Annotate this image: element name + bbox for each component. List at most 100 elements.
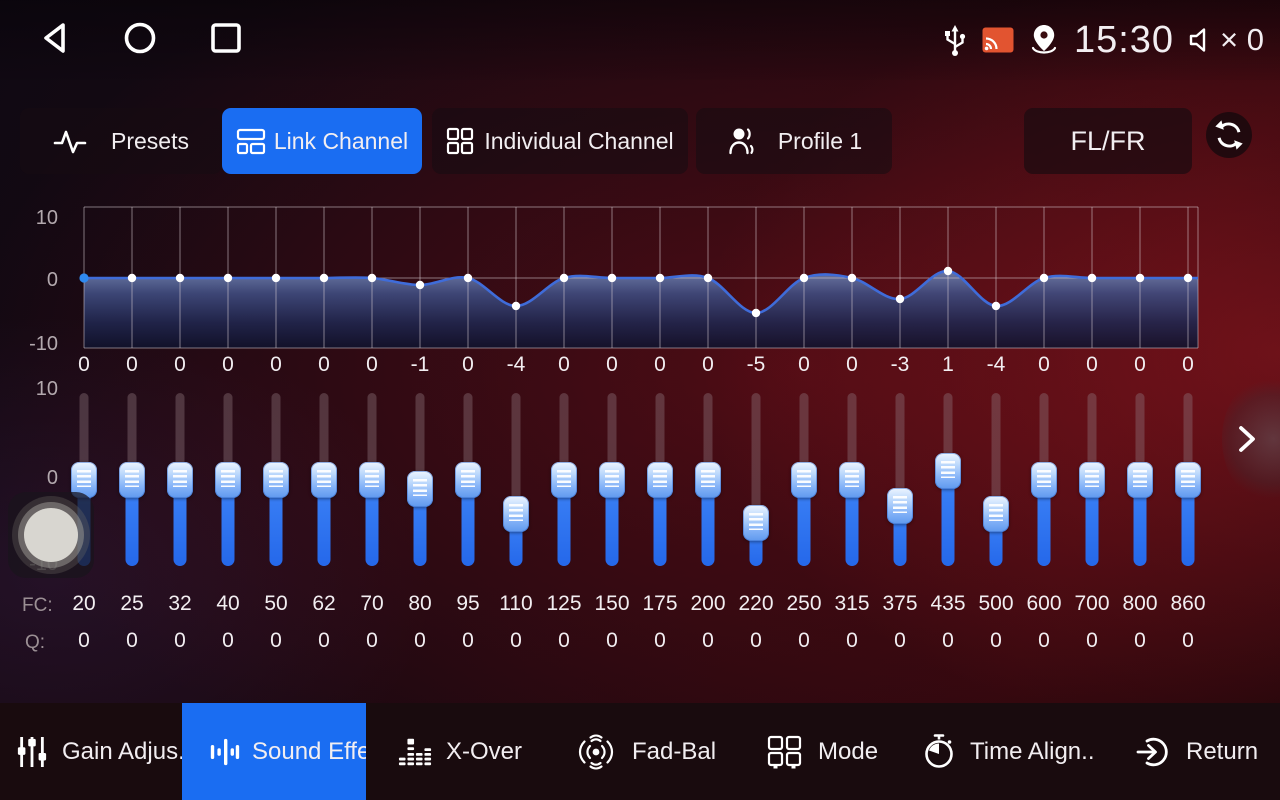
- tab-presets[interactable]: Presets: [20, 108, 222, 174]
- tab-link-channel[interactable]: Link Channel: [222, 108, 422, 174]
- eq-curve-point[interactable]: [1039, 273, 1049, 283]
- eq-band-slider[interactable]: [1068, 385, 1116, 585]
- slider-thumb[interactable]: [311, 462, 337, 498]
- gain-value: 0: [846, 353, 858, 376]
- slider-thumb[interactable]: [119, 462, 145, 498]
- eq-band-slider[interactable]: [252, 385, 300, 585]
- slider-thumb[interactable]: [599, 462, 625, 498]
- recents-icon[interactable]: [208, 20, 244, 56]
- eq-curve-point[interactable]: [1135, 273, 1145, 283]
- slider-thumb[interactable]: [887, 487, 913, 524]
- eq-curve-point[interactable]: [319, 273, 329, 283]
- slider-thumb[interactable]: [647, 462, 673, 498]
- channel-pair-button[interactable]: FL/FR: [1024, 108, 1192, 174]
- eq-band-slider[interactable]: [156, 385, 204, 585]
- eq-band-slider[interactable]: [972, 385, 1020, 585]
- nav-item-fad-bal[interactable]: Fad-Bal: [574, 703, 716, 800]
- eq-curve-point[interactable]: [559, 273, 569, 283]
- eq-curve-point[interactable]: [607, 273, 617, 283]
- nav-item-x-over[interactable]: X-Over: [398, 703, 522, 800]
- eq-curve-point[interactable]: [895, 294, 905, 304]
- eq-curve-point[interactable]: [799, 273, 809, 283]
- slider-thumb[interactable]: [263, 462, 289, 498]
- eq-band-slider[interactable]: [1020, 385, 1068, 585]
- eq-curve-point[interactable]: [511, 301, 521, 311]
- eq-band-slider[interactable]: [300, 385, 348, 585]
- eq-curve-graph[interactable]: [60, 200, 1220, 355]
- eq-band-slider[interactable]: [924, 385, 972, 585]
- pulse-icon: [53, 127, 87, 155]
- fc-values-row: 20 25 32 40 50 62 70 80 95 110 125 150 175 200 220 250 3…: [60, 592, 1212, 616]
- slider-axis-mid: 0: [46, 467, 58, 489]
- slider-thumb[interactable]: [167, 462, 193, 498]
- refresh-button[interactable]: [1206, 112, 1252, 158]
- slider-thumb[interactable]: [407, 470, 433, 507]
- slider-thumb[interactable]: [215, 462, 241, 498]
- back-icon[interactable]: [38, 20, 72, 56]
- eq-curve-point[interactable]: [1087, 273, 1097, 283]
- eq-curve-point[interactable]: [175, 273, 185, 283]
- eq-band-slider[interactable]: [1116, 385, 1164, 585]
- eq-curve-point[interactable]: [79, 273, 89, 283]
- eq-curve-point[interactable]: [127, 273, 137, 283]
- eq-curve-point[interactable]: [367, 273, 377, 283]
- slider-thumb[interactable]: [935, 453, 961, 490]
- eq-band-slider[interactable]: [876, 385, 924, 585]
- eq-curve-point[interactable]: [751, 308, 761, 318]
- nav-item-return[interactable]: Return: [1136, 703, 1258, 800]
- slider-thumb[interactable]: [791, 462, 817, 498]
- knob-dial[interactable]: [24, 508, 78, 562]
- slider-thumb[interactable]: [839, 462, 865, 498]
- slider-thumb[interactable]: [71, 462, 97, 498]
- nav-item-sound-effect[interactable]: Sound Effect: [182, 703, 366, 800]
- slider-thumb[interactable]: [1031, 462, 1057, 498]
- eq-curve-point[interactable]: [703, 273, 713, 283]
- eq-band-slider[interactable]: [540, 385, 588, 585]
- slider-thumb[interactable]: [743, 505, 769, 541]
- eq-curve-point[interactable]: [415, 280, 425, 290]
- eq-curve-point[interactable]: [271, 273, 281, 283]
- slider-thumb[interactable]: [695, 462, 721, 498]
- slider-fill: [557, 480, 571, 566]
- slider-thumb[interactable]: [1127, 462, 1153, 498]
- nav-item-gain-adjust[interactable]: Gain Adjus..: [16, 703, 191, 800]
- floating-volume-knob[interactable]: [8, 492, 94, 578]
- q-value: 0: [1134, 629, 1146, 652]
- slider-thumb[interactable]: [359, 462, 385, 498]
- nav-item-mode[interactable]: Mode: [766, 703, 878, 800]
- home-icon[interactable]: [122, 20, 158, 56]
- eq-curve-point[interactable]: [943, 266, 953, 276]
- q-value: 0: [414, 629, 426, 652]
- eq-band-slider[interactable]: [828, 385, 876, 585]
- eq-curve-point[interactable]: [847, 273, 857, 283]
- slider-thumb[interactable]: [1175, 462, 1201, 498]
- eq-band-slider[interactable]: [492, 385, 540, 585]
- eq-curve-point[interactable]: [655, 273, 665, 283]
- eq-curve-point[interactable]: [223, 273, 233, 283]
- eq-band-slider[interactable]: [684, 385, 732, 585]
- eq-band-slider[interactable]: [588, 385, 636, 585]
- slider-thumb[interactable]: [551, 462, 577, 498]
- slider-thumb[interactable]: [503, 496, 529, 533]
- eq-curve-point[interactable]: [991, 301, 1001, 311]
- eq-curve-point[interactable]: [1183, 273, 1193, 283]
- eq-band-slider[interactable]: [1164, 385, 1212, 585]
- tab-profile[interactable]: Profile 1: [696, 108, 892, 174]
- eq-band-slider[interactable]: [204, 385, 252, 585]
- eq-band-slider[interactable]: [108, 385, 156, 585]
- slider-thumb[interactable]: [983, 496, 1009, 533]
- q-value: 0: [990, 629, 1002, 652]
- nav-item-time-align[interactable]: Time Align..: [922, 703, 1095, 800]
- eq-band-slider[interactable]: [348, 385, 396, 585]
- eq-band-slider[interactable]: [396, 385, 444, 585]
- next-page-handle[interactable]: [1222, 378, 1280, 500]
- eq-band-slider[interactable]: [636, 385, 684, 585]
- eq-band-slider[interactable]: [732, 385, 780, 585]
- fc-value: 50: [264, 592, 288, 615]
- eq-band-slider[interactable]: [780, 385, 828, 585]
- slider-thumb[interactable]: [455, 462, 481, 498]
- eq-curve-point[interactable]: [463, 273, 473, 283]
- eq-band-slider[interactable]: [444, 385, 492, 585]
- tab-individual-channel[interactable]: Individual Channel: [432, 108, 688, 174]
- slider-thumb[interactable]: [1079, 462, 1105, 498]
